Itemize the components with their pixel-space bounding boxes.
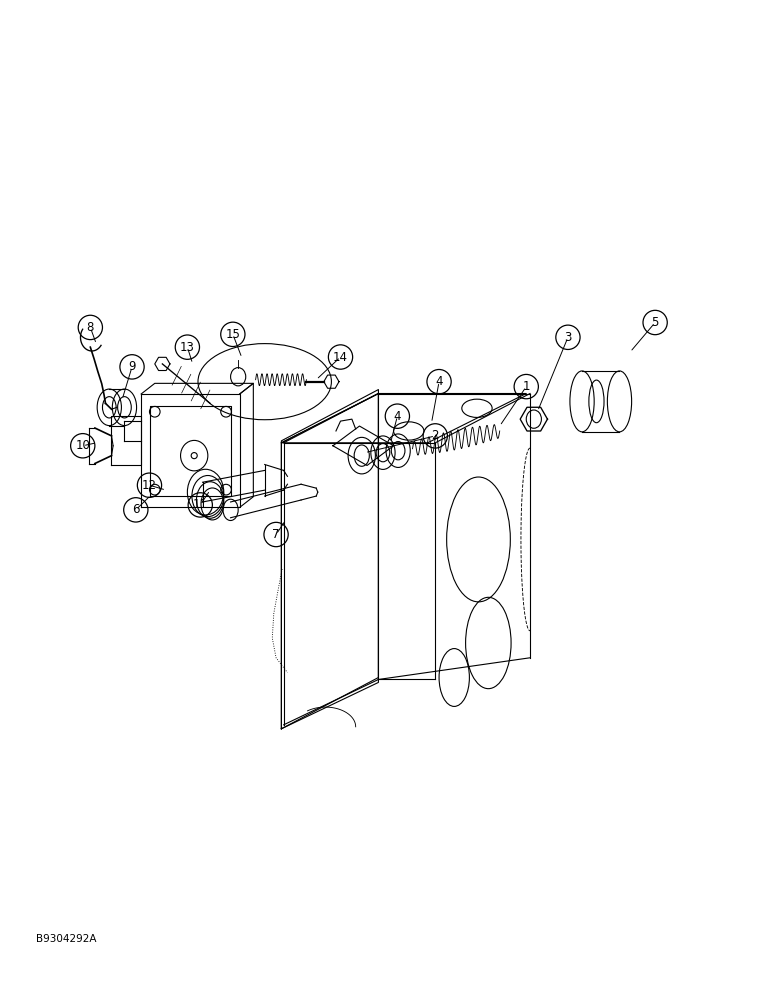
Text: 3: 3 [564, 331, 571, 344]
Text: 5: 5 [652, 316, 659, 329]
Text: 11: 11 [193, 498, 208, 511]
Text: 12: 12 [142, 479, 157, 492]
Text: 7: 7 [273, 528, 279, 541]
Text: B9304292A: B9304292A [36, 934, 96, 944]
Text: 4: 4 [435, 375, 443, 388]
Text: 2: 2 [432, 429, 439, 442]
Text: 15: 15 [225, 328, 240, 341]
Text: 13: 13 [180, 341, 195, 354]
Text: 9: 9 [128, 360, 136, 373]
Text: 4: 4 [394, 410, 401, 423]
Text: 14: 14 [333, 351, 348, 364]
Text: 6: 6 [132, 503, 140, 516]
Text: 8: 8 [86, 321, 94, 334]
Text: 10: 10 [76, 439, 90, 452]
Text: 1: 1 [523, 380, 530, 393]
